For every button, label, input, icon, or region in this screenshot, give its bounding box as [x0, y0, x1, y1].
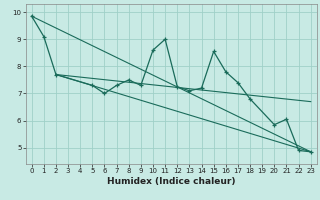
X-axis label: Humidex (Indice chaleur): Humidex (Indice chaleur)	[107, 177, 236, 186]
